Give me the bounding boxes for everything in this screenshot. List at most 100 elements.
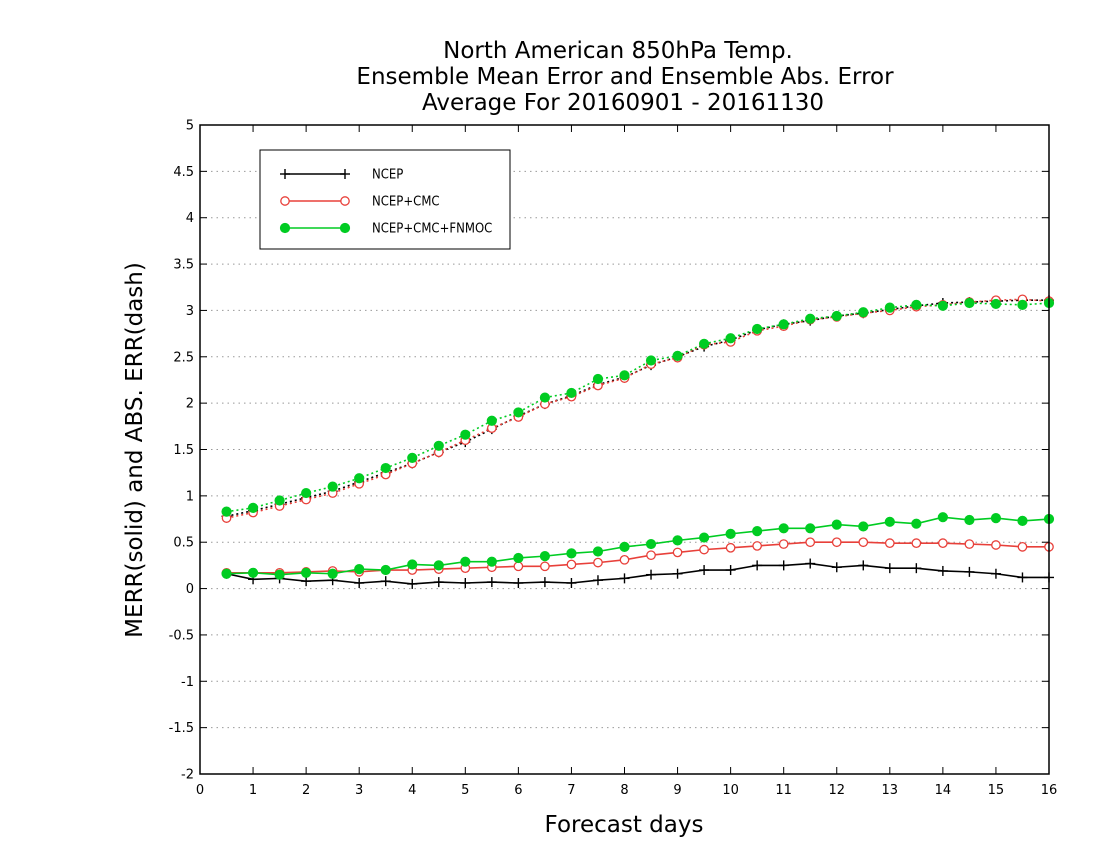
merr-point-ncep-cmc [938, 538, 948, 548]
merr-point-ncep-cmc-fnmoc [778, 523, 789, 534]
merr-point-ncep-cmc [858, 537, 869, 548]
legend-item-ncep-cmc-fnmoc: NCEP+CMC+FNMOC [279, 222, 492, 237]
legend: NCEP NCEP+CMC NCEP+CMC+FNMOC [259, 149, 511, 250]
x-axis-title: Forecast days [545, 812, 704, 838]
series-group [221, 294, 1055, 589]
abs-err-point-ncep-cmc-fnmoc [619, 370, 630, 381]
abs-err-point-ncep-cmc-fnmoc [645, 355, 657, 366]
merr-point-ncep [354, 578, 365, 589]
merr-point-ncep-cmc-fnmoc [354, 564, 365, 575]
abs-err-point-ncep-cmc-fnmoc [884, 302, 895, 313]
merr-point-ncep-cmc [884, 538, 895, 548]
y-tick-label: 0 [186, 582, 194, 597]
legend-label-ncep: NCEP [372, 168, 403, 183]
merr-point-ncep [513, 578, 524, 589]
x-tick-label: 6 [514, 783, 522, 798]
merr-point-ncep-cmc-fnmoc [433, 560, 444, 571]
merr-line-ncep [226, 562, 1049, 585]
y-tick-label: 4.5 [173, 165, 194, 180]
legend-items: NCEP NCEP+CMC NCEP+CMC+FNMOC [279, 168, 492, 237]
axis-ticks: -2-1.5-1-0.500.511.522.533.544.550 1 2 3 4 5 6… [169, 119, 1058, 799]
merr-point-ncep [672, 568, 683, 579]
merr-point-ncep-cmc-fnmoc [539, 551, 551, 562]
merr-point-ncep-cmc-fnmoc [247, 567, 259, 578]
abs-err-point-ncep-cmc-fnmoc [725, 333, 736, 344]
x-tick-label: 16 [1041, 783, 1058, 798]
x-tick-label: 11 [775, 783, 792, 798]
merr-point-ncep [619, 573, 630, 584]
merr-point-ncep [725, 565, 736, 576]
merr-point-ncep-cmc [991, 540, 1001, 550]
merr-point-ncep-cmc [513, 561, 524, 572]
legend-marker-ncep-cmc [340, 196, 350, 206]
abs-err-point-ncep-cmc-fnmoc [911, 299, 922, 310]
series-ncep-cmc-fnmoc-abs-err [221, 297, 1055, 517]
merr-point-ncep [433, 577, 444, 588]
legend-marker-ncep [340, 169, 350, 179]
legend-marker-ncep-cmc-fnmoc [339, 222, 351, 234]
merr-point-ncep [990, 568, 1001, 579]
y-tick-label: 0.5 [173, 536, 194, 551]
abs-err-point-ncep-cmc-fnmoc [672, 350, 683, 361]
abs-err-point-ncep-cmc-fnmoc [327, 481, 338, 492]
abs-err-point-ncep-cmc-fnmoc [486, 415, 497, 426]
series-ncep-cmc-abs-err [221, 294, 1054, 523]
merr-point-ncep-cmc [805, 537, 816, 548]
legend-item-ncep: NCEP [280, 168, 403, 183]
merr-point-ncep-cmc [831, 537, 842, 548]
merr-point-ncep-cmc-fnmoc [380, 564, 391, 576]
merr-point-ncep-cmc-fnmoc [911, 518, 922, 529]
x-tick-label: 8 [620, 783, 628, 798]
merr-point-ncep-cmc-fnmoc [725, 528, 736, 539]
y-tick-label: 5 [186, 119, 194, 134]
series-ncep-cmc-fnmoc-merr [221, 512, 1055, 580]
abs-err-point-ncep-cmc-fnmoc [380, 462, 391, 474]
merr-point-ncep-cmc-fnmoc [752, 525, 763, 537]
abs-err-point-ncep-cmc-fnmoc [247, 502, 259, 514]
abs-err-point-ncep-cmc-fnmoc [301, 487, 312, 499]
merr-point-ncep [646, 569, 657, 580]
merr-point-ncep-cmc-fnmoc [937, 512, 948, 523]
abs-err-point-ncep-cmc-fnmoc [831, 310, 842, 322]
series-ncep-merr [221, 558, 1054, 589]
merr-point-ncep-cmc-fnmoc [592, 546, 604, 557]
abs-err-point-ncep-cmc-fnmoc [539, 392, 551, 403]
abs-err-point-ncep-cmc-fnmoc [752, 323, 763, 335]
x-tick-label: 14 [935, 783, 952, 798]
merr-line-ncep-cmc-fnmoc [226, 516, 1050, 576]
merr-point-ncep-cmc-fnmoc [1017, 515, 1028, 526]
y-tick-label: 1 [186, 489, 194, 504]
merr-point-ncep [964, 566, 975, 577]
y-tick-label: 3.5 [173, 258, 194, 273]
x-tick-label: 12 [828, 783, 845, 798]
merr-point-ncep [778, 560, 789, 571]
x-tick-label: 0 [196, 783, 204, 798]
merr-point-ncep [539, 577, 550, 588]
merr-point-ncep [858, 560, 869, 571]
legend-marker-ncep [280, 169, 290, 179]
abs-err-point-ncep-cmc-fnmoc [274, 495, 285, 506]
merr-point-ncep-cmc-fnmoc [486, 556, 497, 567]
abs-err-point-ncep-cmc-fnmoc [1017, 299, 1028, 310]
x-tick-label: 2 [302, 783, 310, 798]
merr-point-ncep [592, 575, 603, 586]
merr-point-ncep-cmc [566, 559, 577, 570]
chart-title-line-1: North American 850hPa Temp. [443, 38, 793, 64]
abs-err-point-ncep-cmc-fnmoc [592, 373, 604, 385]
abs-err-point-ncep-cmc-fnmoc [964, 297, 975, 309]
legend-box [259, 149, 511, 250]
merr-point-ncep [486, 577, 497, 588]
merr-point-ncep-cmc-fnmoc [858, 521, 869, 532]
merr-point-ncep-cmc-fnmoc [964, 514, 975, 526]
merr-point-ncep-cmc [911, 538, 922, 548]
merr-point-ncep [884, 563, 895, 574]
merr-line-ncep-cmc [226, 541, 1049, 574]
abs-err-point-ncep-cmc-fnmoc [805, 313, 816, 324]
merr-point-ncep-cmc-fnmoc [274, 569, 285, 580]
merr-point-ncep-cmc [619, 554, 630, 565]
merr-point-ncep-cmc-fnmoc [327, 568, 338, 579]
y-tick-label: 4 [186, 211, 194, 226]
abs-err-point-ncep-cmc-fnmoc [460, 429, 471, 440]
y-tick-label: -1.5 [169, 721, 194, 736]
